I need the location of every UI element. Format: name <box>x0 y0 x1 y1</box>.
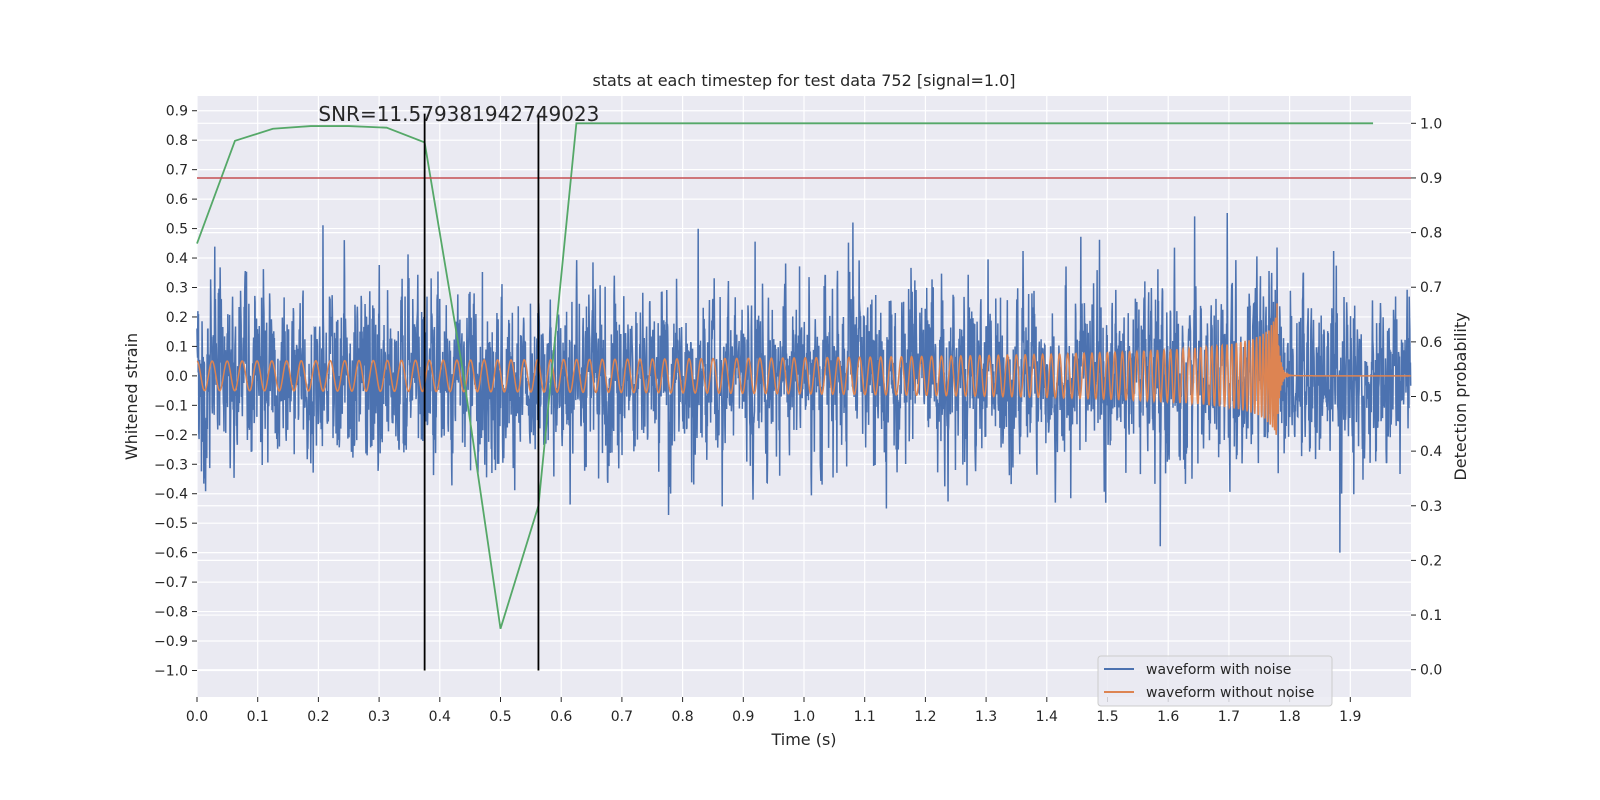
y2-tick-label: 0.4 <box>1420 444 1442 460</box>
y-tick-label: 0.8 <box>166 133 188 149</box>
y-tick-label: 0.5 <box>166 222 188 238</box>
y-axis-label: Whitened strain <box>122 333 141 460</box>
x-tick-label: 1.7 <box>1218 709 1240 725</box>
x-tick-label: 1.4 <box>1036 709 1058 725</box>
x-tick-label: 0.6 <box>550 709 572 725</box>
x-tick-label: 0.0 <box>186 709 208 725</box>
legend-box <box>1097 655 1333 707</box>
y-tick-label: −0.6 <box>154 546 188 562</box>
y-axis-right: 1.0 0.9 0.8 0.7 0.6 0.5 0.4 0.3 0.2 0.1 0.0 <box>1411 116 1442 679</box>
series-detection-probability <box>196 122 1374 629</box>
y2-tick-label: 0.5 <box>1420 390 1442 406</box>
snr-annotation: SNR=11.579381942749023 <box>318 102 599 126</box>
x-tick-label: 1.8 <box>1278 709 1300 725</box>
x-tick-label: 1.6 <box>1157 709 1179 725</box>
y-tick-label: 0.1 <box>166 339 188 355</box>
x-tick-label: 0.4 <box>429 709 451 725</box>
y-tick-label: −0.8 <box>154 605 188 621</box>
y-tick-label: −0.9 <box>154 634 188 650</box>
y-tick-label: −0.3 <box>154 457 188 473</box>
y-tick-label: 0.3 <box>166 280 188 296</box>
y2-tick-label: 0.8 <box>1420 226 1442 242</box>
x-axis-label: Time (s) <box>770 730 836 749</box>
y-tick-label: 0.0 <box>166 369 188 385</box>
legend-entry-clean: waveform without noise <box>1146 685 1314 701</box>
chart-title: stats at each timestep for test data 752… <box>592 71 1015 90</box>
x-tick-label: 0.3 <box>368 709 390 725</box>
y2-tick-label: 0.9 <box>1420 171 1442 187</box>
x-tick-label: 0.2 <box>307 709 329 725</box>
y-tick-label: −0.7 <box>154 575 188 591</box>
x-tick-label: 1.5 <box>1096 709 1118 725</box>
y-tick-label: −1.0 <box>154 663 188 679</box>
x-tick-label: 1.0 <box>793 709 815 725</box>
y2-tick-label: 0.3 <box>1420 499 1442 515</box>
y-tick-label: 0.4 <box>166 251 188 267</box>
y2-axis-label: Detection probability <box>1451 312 1470 480</box>
y-tick-label: 0.2 <box>166 310 188 326</box>
y2-tick-label: 0.1 <box>1420 608 1442 624</box>
y2-tick-label: 0.2 <box>1420 553 1442 569</box>
y2-tick-label: 0.0 <box>1420 663 1442 679</box>
legend: waveform with noise waveform without noi… <box>1097 655 1333 707</box>
y-tick-label: −0.1 <box>154 398 188 414</box>
x-tick-label: 0.8 <box>671 709 693 725</box>
x-tick-label: 0.5 <box>489 709 511 725</box>
x-tick-label: 0.1 <box>247 709 269 725</box>
y2-tick-label: 0.7 <box>1420 280 1442 296</box>
y-tick-label: −0.4 <box>154 487 188 503</box>
reference-lines <box>197 113 1411 671</box>
y-tick-label: 0.6 <box>166 192 188 208</box>
x-tick-label: 1.3 <box>975 709 997 725</box>
y2-tick-label: 0.6 <box>1420 335 1442 351</box>
y-tick-label: 0.7 <box>166 163 188 179</box>
x-axis: 0.0 0.1 0.2 0.3 0.4 0.5 0.6 0.7 0.8 0.9 1.0 1.1 1.2 1… <box>186 697 1361 725</box>
y-tick-label: 0.9 <box>166 104 188 120</box>
y2-tick-label: 1.0 <box>1420 116 1442 132</box>
x-tick-label: 1.9 <box>1339 709 1361 725</box>
series-layer <box>196 122 1412 629</box>
series-waveform-without-noise <box>196 303 1411 435</box>
x-tick-label: 1.1 <box>854 709 876 725</box>
x-tick-label: 0.7 <box>611 709 633 725</box>
legend-entry-noise: waveform with noise <box>1146 662 1291 678</box>
x-tick-label: 1.2 <box>914 709 936 725</box>
y-tick-label: −0.2 <box>154 428 188 444</box>
x-tick-label: 0.9 <box>732 709 754 725</box>
y-tick-label: −0.5 <box>154 516 188 532</box>
y-axis-left: 0.9 0.8 0.7 0.6 0.5 0.4 0.3 0.2 0.1 0.0 −0.1 −0.2 −0… <box>154 104 197 679</box>
